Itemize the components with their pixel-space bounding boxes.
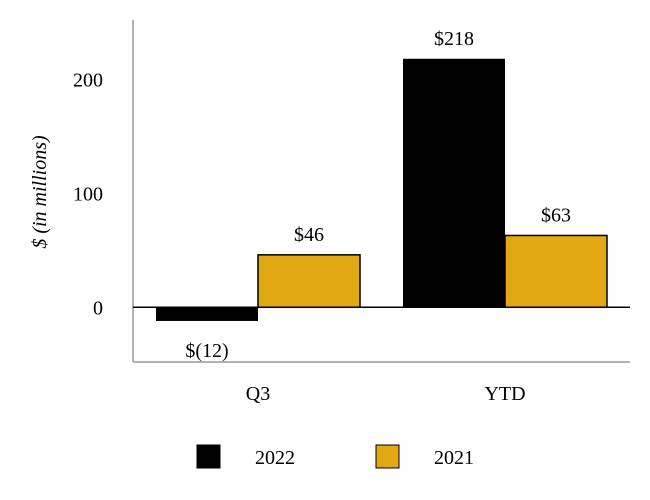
legend-swatch-2022: [196, 444, 221, 469]
x-category-label: Q3: [246, 383, 270, 405]
bar-2021-ytd: [504, 234, 608, 309]
y-axis-label: $ (in millions): [29, 135, 51, 249]
y-tick-label: 100: [73, 183, 103, 205]
legend-label-2021: 2021: [434, 447, 474, 469]
bar-2021-q3: [257, 254, 361, 309]
data-label: $(12): [185, 340, 228, 362]
x-category-label: YTD: [484, 383, 525, 405]
bar-2022-q3: [156, 307, 258, 321]
data-label: $46: [294, 224, 324, 246]
legend-swatch-2021: [375, 444, 400, 469]
data-label: $218: [434, 28, 474, 50]
y-tick-label: 200: [73, 69, 103, 91]
data-label: $63: [541, 204, 571, 226]
y-tick-label: 0: [93, 297, 103, 319]
legend-label-2022: 2022: [255, 447, 295, 469]
bar-2022-ytd: [403, 58, 505, 308]
